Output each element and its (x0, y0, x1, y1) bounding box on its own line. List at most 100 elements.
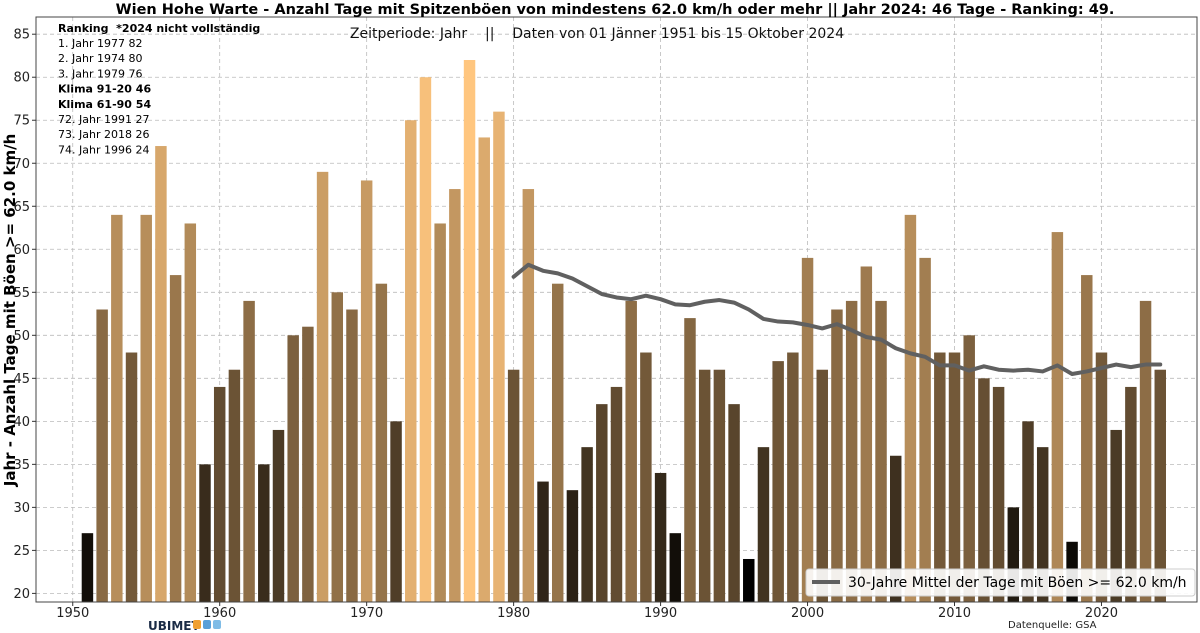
ranking-line: 74. Jahr 1996 24 (58, 143, 149, 156)
x-tick-label: 2000 (791, 606, 824, 621)
bar-2008 (919, 257, 931, 602)
ranking-line: 3. Jahr 1979 76 (58, 67, 142, 80)
bar-1962 (243, 300, 255, 602)
y-tick-label: 40 (13, 415, 30, 430)
bar-1993 (698, 369, 711, 602)
bars (81, 60, 1166, 603)
bar-1978 (478, 137, 490, 603)
bar-1992 (684, 318, 696, 602)
bar-1976 (449, 189, 461, 602)
y-tick-label: 20 (13, 587, 30, 602)
bar-2000 (801, 257, 814, 602)
y-tick-label: 65 (13, 200, 30, 215)
bar-1972 (390, 421, 402, 602)
bar-1973 (405, 120, 417, 602)
bar-1963 (258, 464, 270, 602)
bar-1954 (125, 352, 138, 602)
x-tick-label: 2010 (938, 606, 971, 621)
ranking-line: 72. Jahr 1991 27 (58, 113, 149, 126)
y-tick-label: 55 (13, 286, 30, 301)
y-tick-label: 60 (13, 243, 30, 258)
ranking-header: Ranking *2024 nicht vollständig (58, 22, 260, 35)
bar-1953 (111, 214, 123, 602)
y-axis: 20 25 30 35 40 45 50 55 60 65 70 75 80 85 (13, 28, 36, 602)
bar-1986 (596, 404, 608, 602)
bar-2024 (1154, 369, 1166, 602)
bar-2009 (934, 352, 946, 602)
bar-1959 (199, 464, 211, 602)
bar-2011 (963, 335, 975, 602)
y-tick-label: 35 (13, 458, 30, 473)
legend-box (805, 568, 1196, 597)
bar-2010 (948, 352, 961, 602)
ranking-line: 2. Jahr 1974 80 (58, 52, 142, 65)
logo-icon (213, 620, 221, 629)
ranking-line: Klima 61-90 54 (58, 98, 151, 111)
bar-1958 (184, 223, 197, 602)
bar-1969 (346, 309, 358, 602)
ranking-line: Klima 91-20 46 (58, 83, 151, 96)
bar-2002 (831, 309, 843, 602)
logo-icon (193, 620, 201, 629)
logo-text: UBIMET (148, 619, 200, 633)
bar-1970 (360, 180, 373, 603)
bar-2020 (1095, 352, 1108, 602)
bar-1955 (140, 214, 152, 602)
bar-1951 (81, 533, 94, 602)
bar-2014 (1007, 507, 1020, 602)
bar-2019 (1081, 275, 1093, 602)
ranking-box: Ranking *2024 nicht vollständig 1. Jahr … (58, 22, 260, 156)
bar-1966 (302, 326, 314, 602)
bar-1991 (669, 533, 682, 602)
bar-1988 (625, 300, 637, 602)
y-tick-label: 45 (13, 372, 30, 387)
bar-2003 (845, 300, 858, 602)
bar-1965 (287, 335, 299, 602)
bar-1989 (640, 352, 652, 602)
x-tick-label: 1990 (644, 606, 677, 621)
bar-1981 (522, 189, 535, 602)
y-tick-label: 25 (13, 544, 30, 559)
x-tick-label: 1980 (497, 606, 530, 621)
bar-2005 (875, 300, 887, 602)
bar-2017 (1051, 232, 1064, 602)
bar-2013 (992, 386, 1005, 602)
y-tick-label: 30 (13, 501, 30, 516)
bar-1957 (169, 275, 182, 602)
bar-1967 (316, 171, 329, 602)
bar-1952 (96, 309, 108, 602)
bar-2022 (1125, 386, 1137, 602)
logo-icon (203, 620, 211, 629)
bar-1984 (566, 490, 579, 602)
bar-1982 (537, 481, 549, 602)
y-tick-label: 50 (13, 329, 30, 344)
x-tick-label: 1970 (350, 606, 383, 621)
bar-2004 (860, 266, 873, 602)
legend: 30-Jahre Mittel der Tage mit Böen >= 62.… (805, 568, 1196, 597)
bar-1997 (757, 447, 770, 602)
bar-2021 (1110, 429, 1122, 602)
bar-1960 (213, 386, 226, 602)
bar-2001 (816, 369, 828, 602)
y-axis-label: Jahr - Anzahl Tage mit Böen >= 62.0 km/h (1, 134, 19, 488)
y-tick-label: 85 (13, 28, 30, 43)
y-tick-label: 70 (13, 157, 30, 172)
mean-line-group (511, 262, 1163, 377)
bar-1956 (155, 146, 167, 602)
ranking-line: 1. Jahr 1977 82 (58, 37, 142, 50)
bar-1961 (228, 369, 241, 602)
bar-1983 (551, 283, 564, 602)
bar-1994 (713, 369, 726, 602)
bar-1985 (581, 447, 593, 602)
bar-1974 (419, 77, 432, 603)
bar-1968 (331, 292, 344, 602)
chart-subtitle: Zeitperiode: Jahr || Daten von 01 Jänner… (350, 26, 844, 42)
bar-1987 (610, 386, 623, 602)
bar-1975 (434, 223, 446, 602)
bar-2007 (904, 214, 917, 602)
bar-1995 (728, 404, 740, 602)
bar-2016 (1036, 447, 1049, 602)
x-tick-label: 2020 (1085, 606, 1118, 621)
bar-1990 (654, 472, 667, 602)
